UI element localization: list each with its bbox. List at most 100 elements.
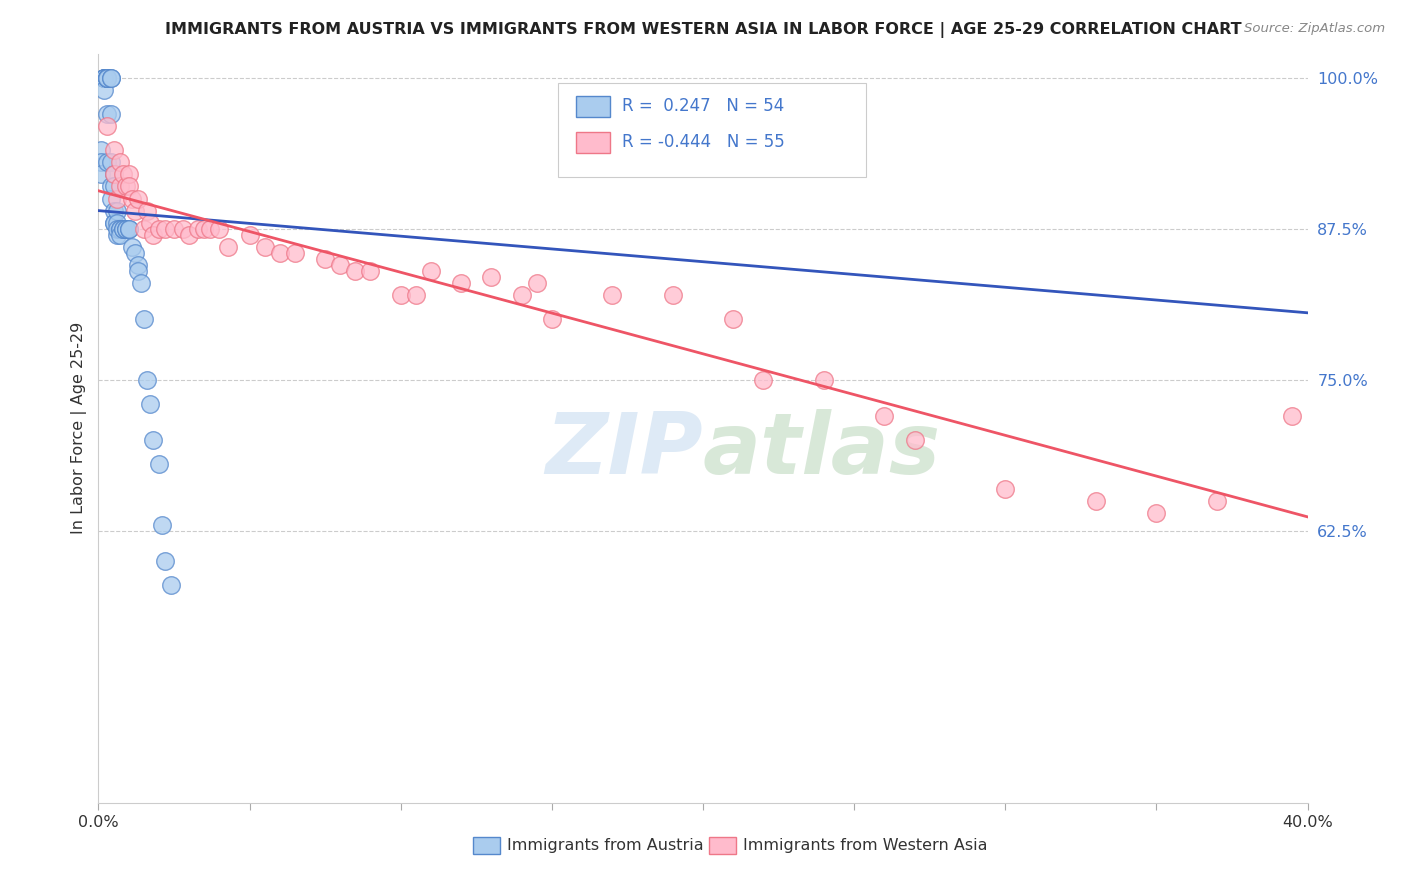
Point (661, 288, 683, 302)
Text: Immigrants from Austria: Immigrants from Austria (508, 838, 704, 853)
Point (118, 179, 141, 194)
Point (114, 179, 136, 194)
Point (103, 143, 125, 157)
Point (93, 70, 115, 85)
Point (100, 70, 122, 85)
Point (153, 554, 176, 568)
Point (105, 203, 128, 218)
Point (142, 227, 165, 242)
Point (118, 221, 141, 235)
FancyBboxPatch shape (709, 838, 735, 854)
Text: Immigrants from Western Asia: Immigrants from Western Asia (742, 838, 987, 853)
Point (132, 221, 155, 235)
Point (163, 221, 186, 235)
Point (96, 119, 118, 133)
Point (153, 221, 176, 235)
Point (127, 192, 149, 206)
Point (239, 227, 262, 242)
Point (103, 216, 125, 230)
Point (103, 179, 125, 194)
Point (90, 167, 112, 181)
Point (1281, 409, 1303, 423)
Point (111, 221, 134, 235)
Point (93, 70, 115, 85)
Point (450, 276, 472, 290)
Point (114, 221, 136, 235)
Point (108, 227, 131, 242)
Point (90, 155, 112, 169)
Y-axis label: In Labor Force | Age 25-29: In Labor Force | Age 25-29 (72, 322, 87, 534)
Point (103, 167, 125, 181)
Point (420, 264, 443, 278)
Point (111, 221, 134, 235)
Point (96, 70, 118, 85)
Point (111, 167, 134, 181)
Point (96, 107, 118, 121)
Point (200, 221, 222, 235)
Point (148, 458, 170, 472)
Point (100, 192, 122, 206)
Point (135, 373, 157, 387)
FancyBboxPatch shape (474, 838, 501, 854)
Point (105, 192, 128, 206)
Point (602, 288, 624, 302)
Point (142, 434, 165, 448)
Point (752, 373, 775, 387)
Point (389, 288, 412, 302)
Point (150, 517, 173, 532)
Point (100, 70, 122, 85)
Point (284, 246, 307, 260)
Point (187, 221, 209, 235)
Point (314, 252, 336, 266)
Text: R = -0.444   N = 55: R = -0.444 N = 55 (621, 133, 785, 151)
Point (127, 258, 149, 272)
Point (105, 221, 128, 235)
FancyBboxPatch shape (558, 84, 866, 178)
Point (105, 216, 128, 230)
Point (100, 107, 122, 121)
Point (994, 482, 1017, 496)
FancyBboxPatch shape (576, 96, 610, 117)
Point (96, 70, 118, 85)
Point (160, 578, 183, 592)
Point (481, 270, 503, 285)
Point (132, 312, 155, 326)
Point (108, 221, 131, 235)
Point (193, 221, 215, 235)
Point (103, 216, 125, 230)
Point (510, 288, 533, 302)
Point (172, 221, 194, 235)
Point (93, 70, 115, 85)
Point (179, 227, 201, 242)
Text: ZIP: ZIP (546, 409, 703, 492)
Point (114, 221, 136, 235)
Point (93, 83, 115, 97)
Point (540, 312, 562, 326)
Point (1085, 493, 1108, 508)
Point (90, 143, 112, 157)
Point (129, 276, 152, 290)
Text: atlas: atlas (703, 409, 941, 492)
Point (1144, 506, 1167, 520)
Point (148, 221, 170, 235)
Text: R =  0.247   N = 54: R = 0.247 N = 54 (621, 97, 785, 115)
FancyBboxPatch shape (576, 132, 610, 153)
Point (139, 216, 162, 230)
Point (118, 167, 141, 181)
Point (1206, 493, 1229, 508)
Point (208, 221, 231, 235)
Point (904, 434, 927, 448)
Point (121, 240, 143, 254)
Point (118, 221, 141, 235)
Text: IMMIGRANTS FROM AUSTRIA VS IMMIGRANTS FROM WESTERN ASIA IN LABOR FORCE | AGE 25-: IMMIGRANTS FROM AUSTRIA VS IMMIGRANTS FR… (165, 22, 1241, 38)
Point (93, 70, 115, 85)
Point (124, 203, 146, 218)
Point (96, 155, 118, 169)
Point (100, 179, 122, 194)
Point (344, 264, 367, 278)
Point (723, 312, 745, 326)
Point (93, 70, 115, 85)
Point (217, 240, 239, 254)
Point (813, 107, 835, 121)
Point (105, 227, 128, 242)
